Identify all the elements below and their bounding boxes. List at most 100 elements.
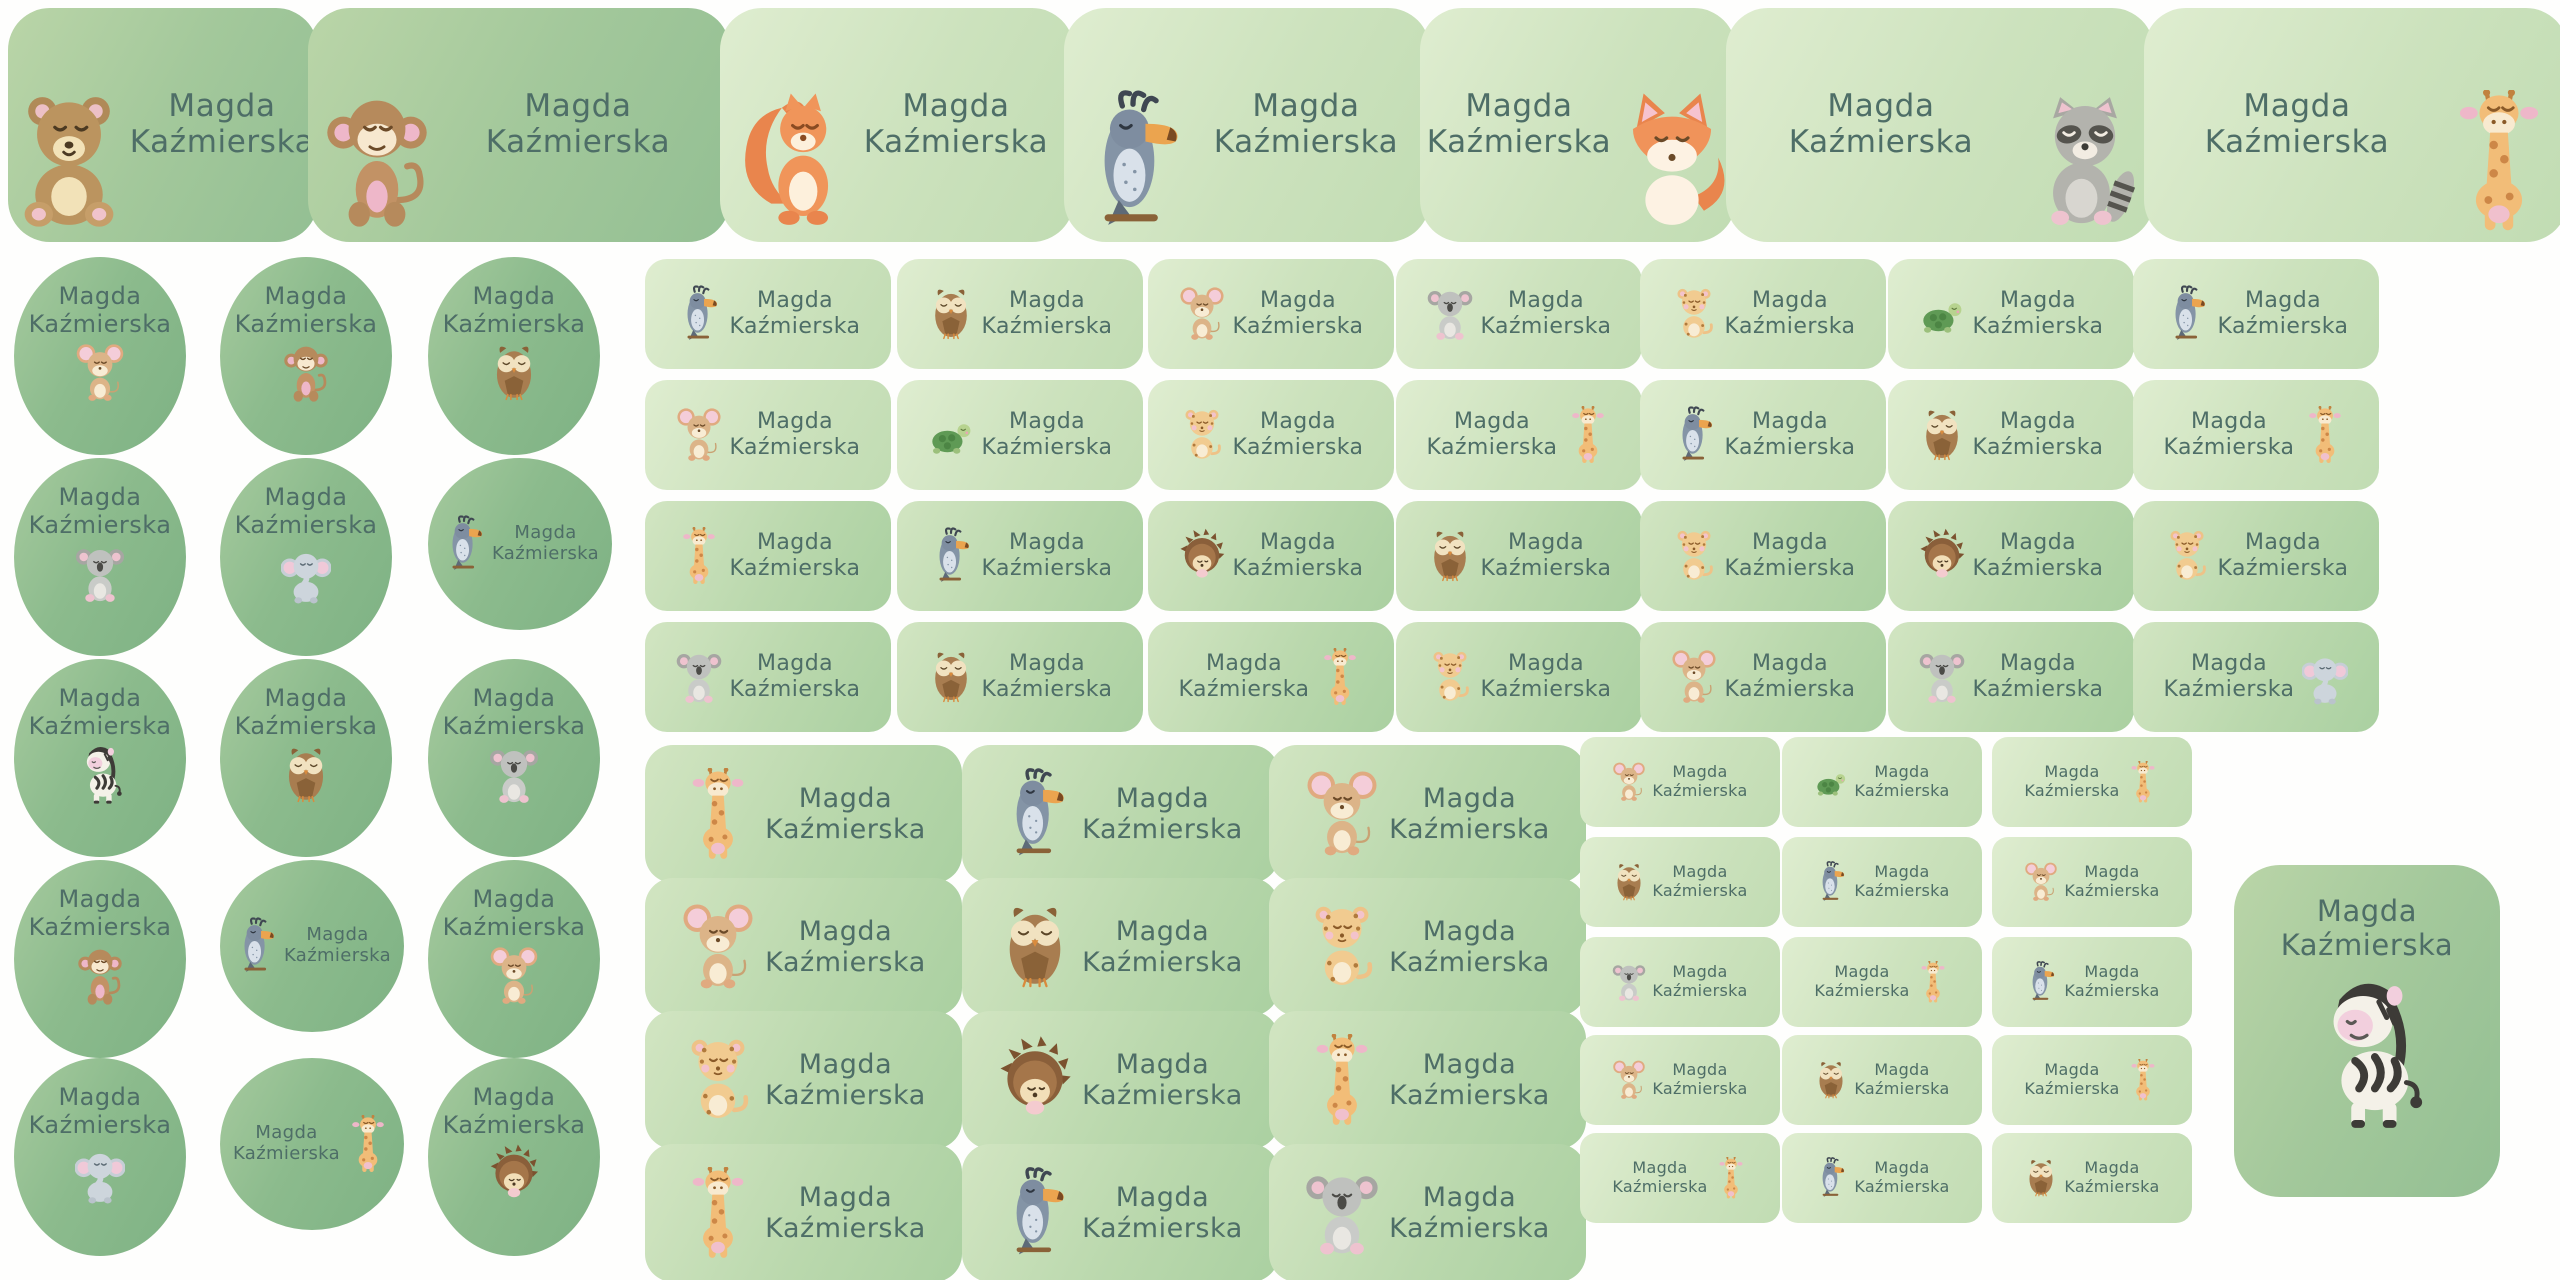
sticker-zebra: Magda Kaźmierska	[14, 659, 186, 857]
name-line1: Magda	[1751, 409, 1829, 435]
koala-icon	[489, 744, 539, 806]
name-text: Magda Kaźmierska	[2064, 1159, 2159, 1196]
name-line1: Magda	[1453, 409, 1531, 435]
name-text: Magda Kaźmierska	[2024, 1061, 2119, 1098]
name-line2: Kaźmierska	[283, 945, 392, 966]
sticker-hedgehog: Magda Kaźmierska	[428, 1058, 600, 1256]
name-line1: Magda	[472, 684, 556, 712]
name-line2: Kaźmierska	[2217, 314, 2349, 339]
mouse-icon	[1612, 761, 1646, 803]
name-text: Magda Kaźmierska	[1082, 783, 1243, 846]
name-text: Magda Kaźmierska	[2064, 863, 2159, 900]
name-text: Magda Kaźmierska	[1481, 530, 1612, 581]
name-line2: Kaźmierska	[2163, 435, 2295, 460]
sticker-owl: Magda Kaźmierska	[428, 257, 600, 455]
name-line1: Magda	[1999, 651, 2077, 677]
sticker-toucan: Magda Kaźmierska	[1064, 8, 1430, 242]
owl-icon	[281, 744, 331, 806]
name-line1: Magda	[756, 530, 834, 556]
sticker-toucan: Magda Kaźmierska	[897, 501, 1143, 611]
name-line1: Magda	[756, 651, 834, 677]
name-line1: Magda	[1874, 1060, 1930, 1080]
name-line2: Kaźmierska	[1389, 814, 1550, 845]
name-text: Magda Kaźmierska	[29, 1083, 172, 1140]
sticker-toucan: Magda Kaźmierska	[428, 458, 612, 630]
name-line2: Kaźmierska	[234, 309, 378, 338]
name-text: Magda Kaźmierska	[2218, 530, 2349, 581]
sticker-koala: Magda Kaźmierska	[1269, 1144, 1586, 1280]
name-line2: Kaźmierska	[1814, 981, 1910, 1000]
toucan-icon	[1671, 406, 1717, 464]
name-line2: Kaźmierska	[863, 124, 1049, 160]
koala-icon	[676, 648, 722, 706]
sticker-giraffe: Magda Kaźmierska	[1148, 622, 1394, 732]
name-line2: Kaźmierska	[442, 1110, 586, 1139]
name-line2: Kaźmierska	[1854, 1079, 1950, 1098]
name-line2: Kaźmierska	[28, 711, 172, 740]
sticker-toucan: Magda Kaźmierska	[1782, 1133, 1982, 1223]
sticker-giraffe: Magda Kaźmierska	[2144, 8, 2560, 242]
sticker-mouse: Magda Kaźmierska	[1580, 1035, 1780, 1125]
owl-icon	[1427, 527, 1473, 585]
fox-icon	[1615, 90, 1729, 232]
name-line1: Magda	[798, 782, 893, 814]
name-line1: Magda	[1422, 782, 1517, 814]
name-line2: Kaźmierska	[28, 309, 172, 338]
name-line1: Magda	[798, 1181, 893, 1213]
name-text: Magda Kaźmierska	[1652, 1061, 1747, 1098]
name-line2: Kaźmierska	[1972, 314, 2104, 339]
name-line1: Magda	[1874, 862, 1930, 882]
hedgehog-icon	[1179, 527, 1225, 585]
tiger-icon	[1305, 901, 1379, 993]
koala-icon	[75, 543, 125, 605]
sticker-tiger: Magda Kaźmierska	[1396, 622, 1642, 732]
mouse-icon	[489, 945, 539, 1007]
name-text: Magda Kaźmierska	[1738, 88, 2024, 161]
sticker-giraffe: Magda Kaźmierska	[2133, 380, 2379, 490]
zebra-icon	[2304, 976, 2430, 1134]
sticker-monkey: Magda Kaźmierska	[308, 8, 730, 242]
name-text: Magda Kaźmierska	[1814, 963, 1909, 1000]
sticker-toucan: Magda Kaźmierska	[962, 745, 1279, 883]
name-line1: Magda	[756, 288, 834, 314]
name-text: Magda Kaźmierska	[235, 483, 378, 540]
name-line2: Kaźmierska	[1724, 556, 1856, 581]
name-text: Magda Kaźmierska	[1389, 783, 1550, 846]
name-line2: Kaźmierska	[1724, 314, 1856, 339]
toucan-icon	[2164, 285, 2210, 343]
name-line2: Kaźmierska	[729, 314, 861, 339]
name-text: Magda Kaźmierska	[443, 885, 586, 942]
name-line1: Magda	[2244, 288, 2322, 314]
sticker-giraffe: Magda Kaźmierska	[1269, 1011, 1586, 1149]
name-line2: Kaźmierska	[1972, 677, 2104, 702]
sticker-tiger: Magda Kaźmierska	[1148, 380, 1394, 490]
name-text: Magda Kaźmierska	[1427, 409, 1558, 460]
giraffe-icon	[1317, 648, 1363, 706]
name-text: Magda Kaźmierska	[1652, 863, 1747, 900]
name-line1: Magda	[472, 282, 556, 310]
sticker-toucan: Magda Kaźmierska	[1782, 837, 1982, 927]
sticker-toucan: Magda Kaźmierska	[220, 860, 404, 1032]
name-line1: Magda	[1672, 862, 1728, 882]
name-text: Magda Kaźmierska	[1725, 409, 1856, 460]
name-line1: Magda	[1874, 762, 1930, 782]
name-text: Magda Kaźmierska	[765, 783, 926, 846]
name-line2: Kaźmierska	[1724, 677, 1856, 702]
name-text: Magda Kaźmierska	[1179, 651, 1310, 702]
name-text: Magda Kaźmierska	[1082, 1049, 1243, 1112]
name-line2: Kaźmierska	[1652, 881, 1748, 900]
sticker-mouse: Magda Kaźmierska	[1580, 737, 1780, 827]
name-line2: Kaźmierska	[981, 556, 1113, 581]
name-line2: Kaźmierska	[765, 1080, 926, 1111]
name-line2: Kaźmierska	[1480, 677, 1612, 702]
name-line2: Kaźmierska	[1612, 1177, 1708, 1196]
name-line2: Kaźmierska	[1788, 124, 1974, 160]
toucan-icon	[2024, 961, 2058, 1003]
name-line1: Magda	[306, 924, 369, 946]
tiger-icon	[1671, 527, 1717, 585]
sticker-toucan: Magda Kaźmierska	[2133, 259, 2379, 369]
sticker-giraffe: Magda Kaźmierska	[645, 1144, 962, 1280]
name-line1: Magda	[1205, 651, 1283, 677]
name-text: Magda Kaźmierska	[765, 1182, 926, 1245]
name-line2: Kaźmierska	[442, 309, 586, 338]
